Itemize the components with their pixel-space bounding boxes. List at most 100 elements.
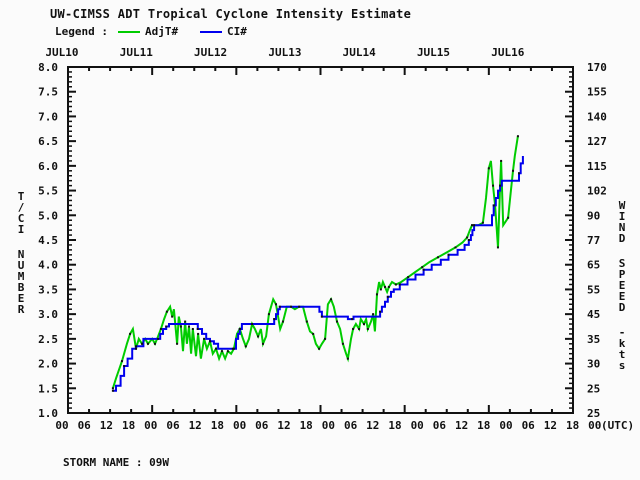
- adjt-point-marker: [375, 293, 378, 296]
- ci-point-marker: [196, 327, 199, 330]
- ci-legend-label: CI#: [227, 25, 247, 38]
- adjt-point-marker: [226, 350, 229, 353]
- right-axis-title: s: [619, 359, 626, 372]
- adjt-point-marker: [312, 332, 315, 335]
- right-axis-tick-label: 65: [587, 259, 600, 272]
- bottom-axis-hour-label: 12: [455, 419, 468, 432]
- top-axis-date-label: JUL10: [45, 46, 78, 59]
- right-axis-title: P: [619, 268, 626, 281]
- bottom-axis-hour-label: 00: [588, 419, 601, 432]
- adjt-point-marker: [257, 335, 260, 338]
- left-axis-title: R: [18, 303, 25, 316]
- right-axis-tick-label: 155: [587, 86, 607, 99]
- adjt-point-marker: [274, 303, 277, 306]
- right-axis-tick-label: 115: [587, 160, 607, 173]
- ci-point-marker: [467, 239, 470, 241]
- adjt-point-marker: [298, 305, 301, 308]
- left-axis-title: /: [18, 201, 25, 214]
- right-axis-tick-label: 170: [587, 61, 607, 74]
- adjt-point-marker: [281, 320, 284, 323]
- adjt-point-marker: [366, 327, 369, 330]
- adjt-point-marker: [500, 159, 503, 162]
- adjt-point-marker: [267, 313, 270, 316]
- adjt-legend-swatch: [118, 31, 140, 33]
- adjt-point-marker: [407, 276, 410, 279]
- ci-point-marker: [278, 305, 281, 308]
- adjt-point-marker: [305, 320, 308, 323]
- bottom-axis-hour-label: 12: [100, 419, 113, 432]
- ci-point-marker: [135, 345, 138, 348]
- right-axis-title: t: [619, 348, 626, 361]
- adjt-point-marker: [197, 332, 200, 335]
- top-axis-date-label: JUL16: [491, 46, 524, 59]
- right-axis-tick-label: 35: [587, 333, 600, 346]
- left-axis-tick-label: 8.0: [38, 61, 58, 74]
- left-axis-title: M: [18, 270, 25, 283]
- right-axis-tick-label: 102: [587, 185, 607, 198]
- ci-point-marker: [320, 315, 323, 318]
- ci-point-marker: [517, 172, 520, 175]
- left-axis-title: U: [18, 259, 25, 272]
- adjt-point-marker: [335, 320, 338, 323]
- bottom-axis-hour-label: 12: [366, 419, 379, 432]
- ci-point-marker: [492, 204, 495, 207]
- adjt-point-marker: [140, 342, 143, 345]
- adjt-point-marker: [507, 216, 510, 219]
- adjt-point-marker: [111, 387, 114, 390]
- legend: Legend : AdjT# CI#: [55, 25, 247, 39]
- ci-point-marker: [447, 253, 450, 256]
- bottom-axis-hour-label: 06: [522, 419, 536, 432]
- left-axis-tick-label: 1.5: [38, 382, 58, 395]
- adjt-point-marker: [159, 327, 162, 330]
- adjt-point-marker: [384, 285, 387, 288]
- left-axis-tick-label: 7.0: [38, 110, 58, 123]
- adjt-point-marker: [220, 350, 223, 353]
- utc-suffix-label: (UTC): [601, 419, 634, 432]
- adjt-point-marker: [121, 360, 124, 363]
- adjt-point-marker: [496, 246, 499, 249]
- adjt-point-marker: [466, 236, 469, 239]
- left-axis-title: I: [18, 223, 25, 236]
- adjt-point-marker: [153, 342, 156, 345]
- adjt-point-marker: [330, 298, 333, 301]
- left-axis-tick-label: 3.5: [38, 283, 58, 296]
- bottom-axis-hour-label: 06: [344, 419, 358, 432]
- adjt-point-marker: [261, 342, 264, 345]
- ci-point-marker: [379, 310, 382, 313]
- left-axis-tick-label: 4.0: [38, 259, 58, 272]
- ci-point-marker: [386, 295, 389, 298]
- bottom-axis-hour-label: 18: [388, 419, 401, 432]
- ci-point-marker: [209, 340, 212, 343]
- ci-point-marker: [273, 318, 276, 321]
- bottom-axis-hour-label: 00: [55, 419, 68, 432]
- adjt-point-marker: [290, 305, 293, 308]
- left-axis-tick-label: 5.0: [38, 209, 58, 222]
- adjt-point-marker: [358, 327, 361, 330]
- adjt-point-marker: [176, 342, 179, 345]
- adjt-point-marker: [341, 342, 344, 345]
- adjt-point-marker: [129, 332, 132, 335]
- bottom-axis-hour-label: 18: [211, 419, 224, 432]
- adjt-point-marker: [244, 345, 247, 348]
- bottom-axis-hour-label: 06: [78, 419, 92, 432]
- top-axis-date-label: JUL12: [194, 46, 227, 59]
- adjt-point-marker: [203, 337, 206, 340]
- top-axis-date-label: JUL11: [120, 46, 153, 59]
- right-axis-title: E: [619, 290, 626, 303]
- adjt-point-marker: [436, 256, 439, 259]
- right-axis-title: W: [619, 199, 626, 212]
- right-axis-title: k: [619, 337, 626, 350]
- left-axis-tick-label: 2.0: [38, 358, 58, 371]
- adjt-point-marker: [516, 135, 519, 138]
- left-axis-title: E: [18, 292, 25, 305]
- adjt-point-marker: [454, 246, 457, 249]
- adjt-point-marker: [187, 325, 190, 328]
- left-axis-tick-label: 6.5: [38, 135, 58, 148]
- top-axis-date-label: JUL13: [268, 46, 301, 59]
- right-axis-title: N: [619, 221, 626, 234]
- adjt-point-marker: [352, 327, 355, 330]
- adjt-point-marker: [394, 283, 397, 286]
- right-axis-tick-label: 25: [587, 382, 600, 395]
- left-axis-tick-label: 2.5: [38, 333, 58, 346]
